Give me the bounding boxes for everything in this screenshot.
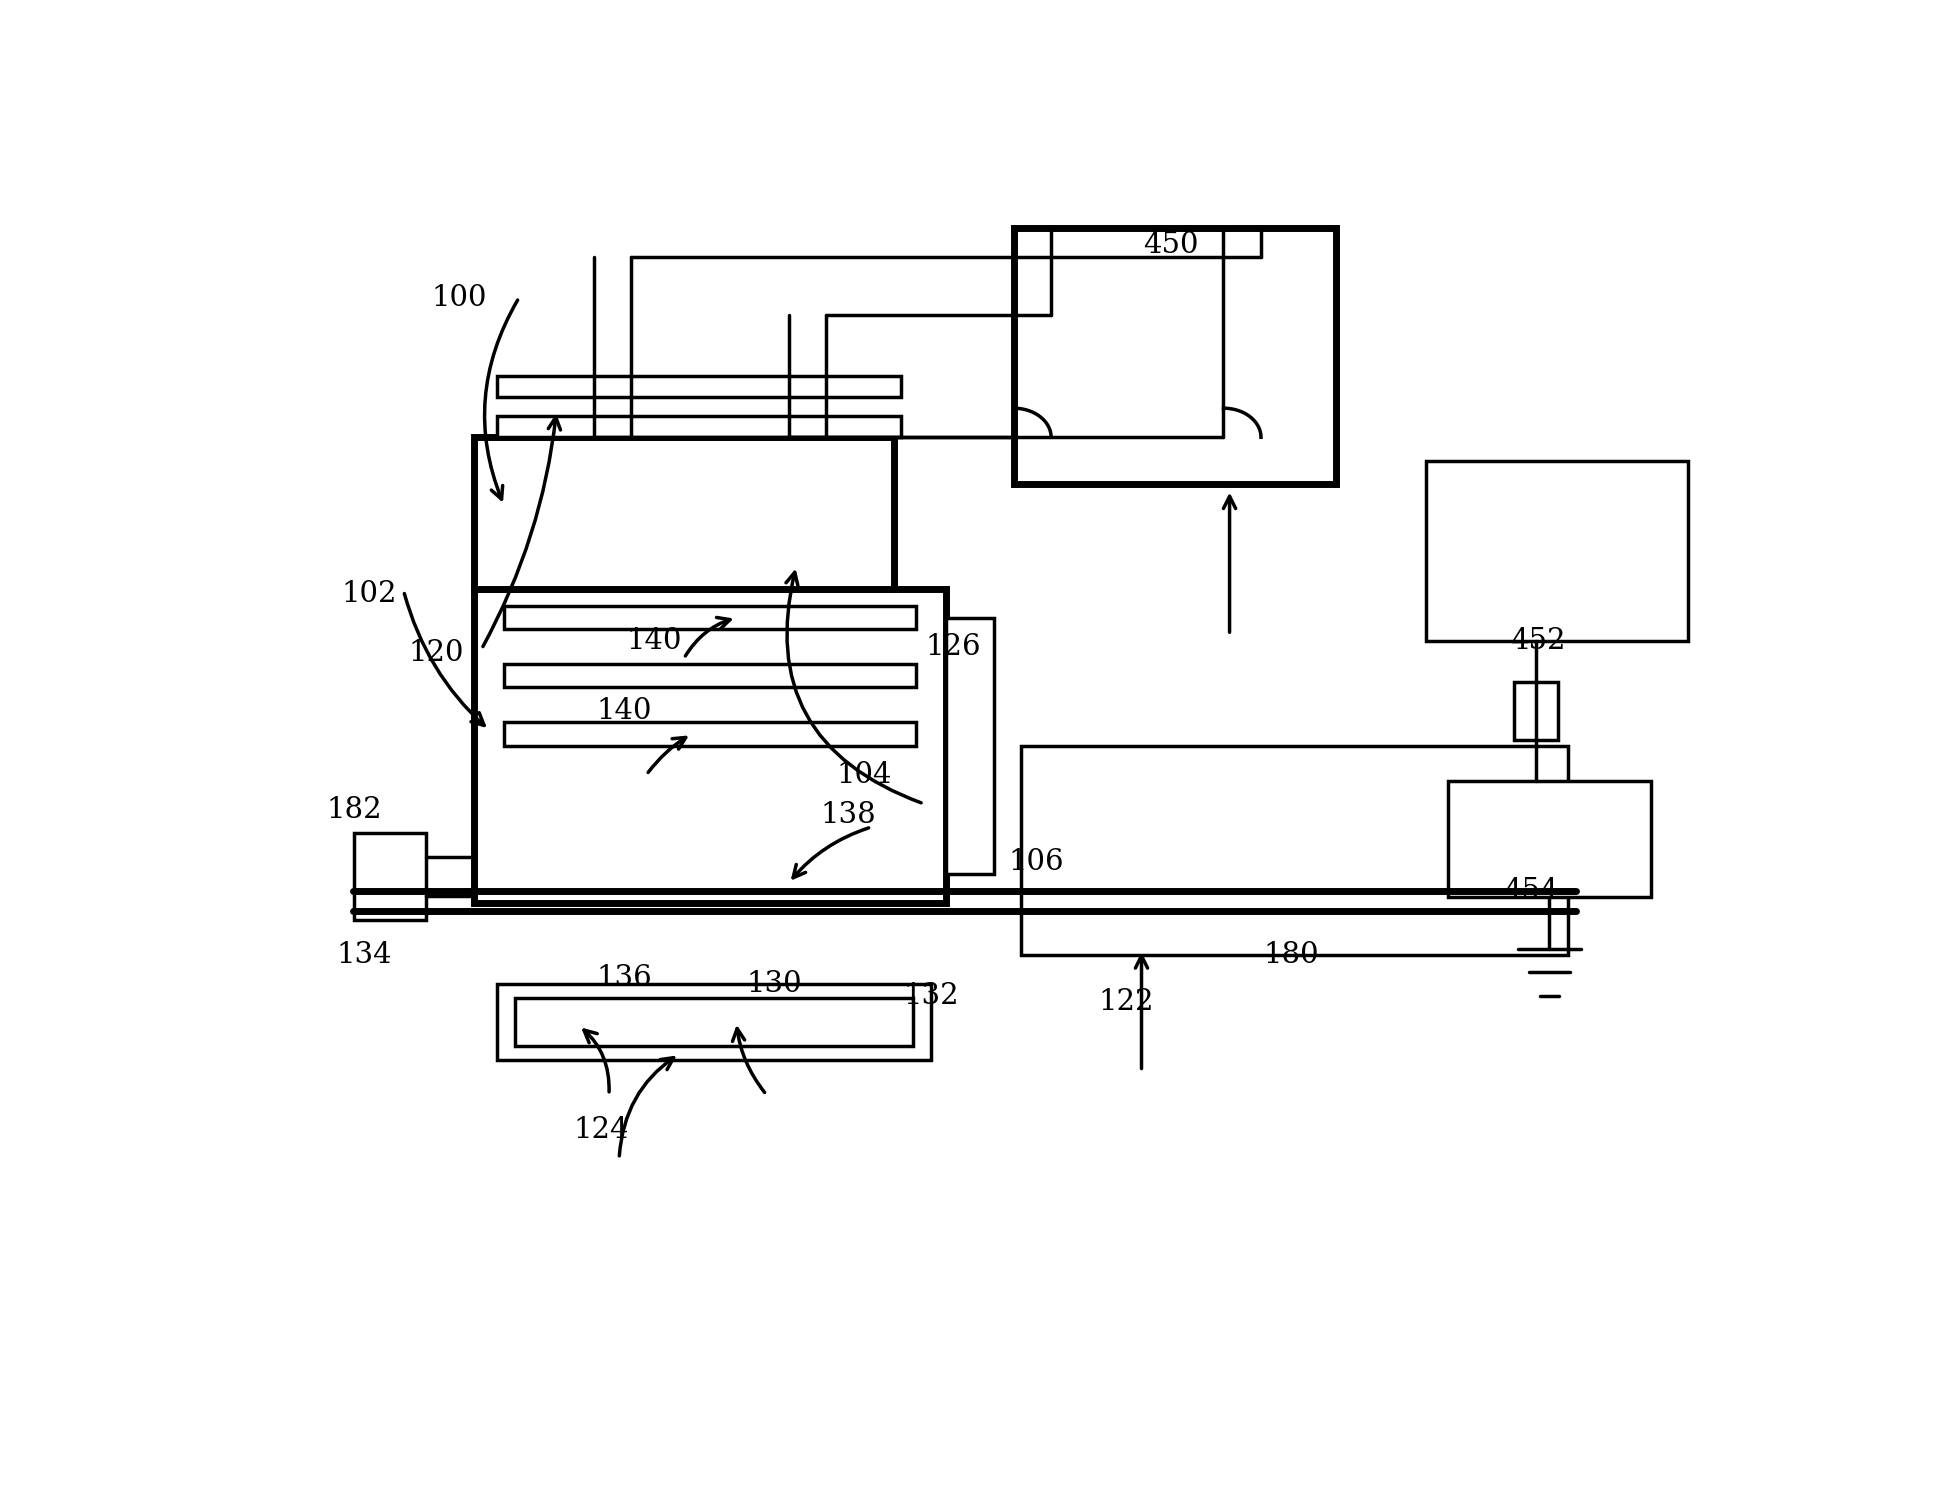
Text: 136: 136 [596,964,652,993]
FancyBboxPatch shape [474,437,894,588]
Text: 122: 122 [1099,988,1155,1015]
Text: 130: 130 [747,970,803,999]
FancyBboxPatch shape [1013,228,1336,484]
Text: 182: 182 [327,796,383,823]
FancyBboxPatch shape [474,588,946,902]
FancyBboxPatch shape [946,618,994,873]
FancyBboxPatch shape [497,376,901,396]
FancyBboxPatch shape [497,417,901,437]
Text: 120: 120 [408,639,464,666]
FancyBboxPatch shape [505,665,917,688]
FancyBboxPatch shape [497,984,932,1059]
Text: 140: 140 [627,627,681,654]
Text: 102: 102 [342,580,396,609]
Text: 180: 180 [1263,941,1319,969]
FancyBboxPatch shape [505,606,917,629]
FancyBboxPatch shape [1021,745,1568,955]
Text: 126: 126 [926,633,982,660]
Text: 140: 140 [596,697,652,725]
Text: 452: 452 [1510,627,1567,654]
Text: 106: 106 [1008,848,1064,876]
FancyBboxPatch shape [1425,461,1688,641]
FancyBboxPatch shape [514,999,913,1046]
FancyBboxPatch shape [1449,781,1652,898]
FancyBboxPatch shape [1514,681,1559,740]
Text: 104: 104 [835,760,892,789]
Text: 138: 138 [820,801,876,830]
Text: 454: 454 [1503,876,1559,905]
Text: 450: 450 [1143,231,1199,260]
Text: 124: 124 [574,1115,629,1144]
Text: 134: 134 [337,941,393,969]
FancyBboxPatch shape [354,833,425,920]
FancyBboxPatch shape [505,722,917,745]
Text: 132: 132 [903,982,959,1009]
Text: 100: 100 [431,284,487,311]
